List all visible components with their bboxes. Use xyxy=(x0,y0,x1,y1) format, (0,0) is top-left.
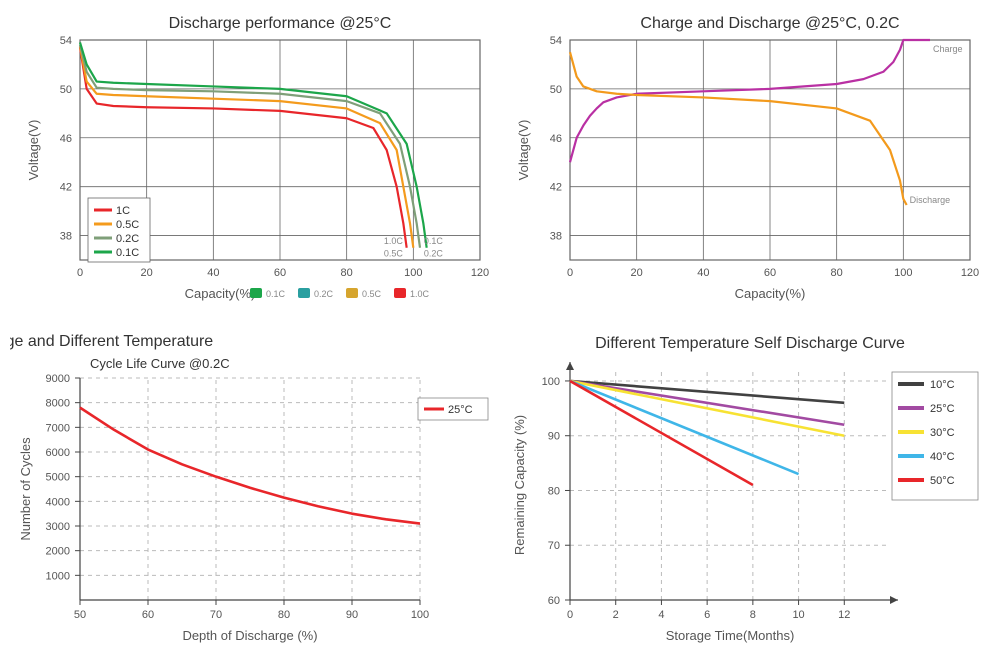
svg-text:1C: 1C xyxy=(116,205,130,217)
svg-text:10°C: 10°C xyxy=(930,379,955,391)
svg-text:100: 100 xyxy=(894,267,912,279)
svg-text:0.1C: 0.1C xyxy=(424,236,444,246)
svg-text:60: 60 xyxy=(548,595,560,607)
svg-text:70: 70 xyxy=(548,540,560,552)
svg-text:Number of Cycles: Number of Cycles xyxy=(18,437,33,541)
svg-text:120: 120 xyxy=(961,267,979,279)
svg-text:Different DOD Discharge and Di: Different DOD Discharge and Different Te… xyxy=(10,333,213,350)
svg-text:50°C: 50°C xyxy=(930,475,955,487)
svg-text:Discharge: Discharge xyxy=(910,195,951,205)
svg-text:8000: 8000 xyxy=(46,398,70,410)
svg-text:0.2C: 0.2C xyxy=(314,289,334,299)
svg-text:7000: 7000 xyxy=(46,422,70,434)
svg-text:50: 50 xyxy=(74,609,86,621)
svg-text:80: 80 xyxy=(831,267,843,279)
svg-text:0.5C: 0.5C xyxy=(116,219,139,231)
svg-text:25°C: 25°C xyxy=(448,404,473,416)
svg-text:Voltage(V): Voltage(V) xyxy=(516,120,531,181)
svg-text:50: 50 xyxy=(60,84,72,96)
svg-text:3000: 3000 xyxy=(46,521,70,533)
svg-text:60: 60 xyxy=(274,267,286,279)
svg-text:5000: 5000 xyxy=(46,472,70,484)
svg-text:30°C: 30°C xyxy=(930,427,955,439)
svg-text:Remaining Capacity (%): Remaining Capacity (%) xyxy=(512,415,527,555)
svg-text:38: 38 xyxy=(60,231,72,243)
svg-text:9000: 9000 xyxy=(46,373,70,385)
charts-grid: 02040608010012038424650541C0.5C0.2C0.1C1… xyxy=(10,10,990,650)
svg-text:Discharge performance @25°C: Discharge performance @25°C xyxy=(169,15,392,32)
svg-text:0: 0 xyxy=(567,609,573,621)
svg-text:2: 2 xyxy=(613,609,619,621)
svg-text:90: 90 xyxy=(346,609,358,621)
svg-text:40°C: 40°C xyxy=(930,451,955,463)
panel-discharge-performance: 0 20 40 60 80 100 120 38 42 46 50 54 1C 0.5C 0.2C 0.1C 1… xyxy=(10,10,500,330)
svg-text:Charge and Discharge @25°C, 0.: Charge and Discharge @25°C, 0.2C xyxy=(640,15,899,32)
svg-text:50: 50 xyxy=(550,84,562,96)
svg-text:25°C: 25°C xyxy=(930,403,955,415)
svg-text:Charge: Charge xyxy=(933,44,963,54)
svg-text:6: 6 xyxy=(704,609,710,621)
svg-text:20: 20 xyxy=(631,267,643,279)
panel-cycle-life: 50 60 70 80 90 100 1000 2000 3000 4000 5000 6000 700… xyxy=(10,330,500,650)
svg-text:20: 20 xyxy=(141,267,153,279)
svg-text:40: 40 xyxy=(207,267,219,279)
svg-text:0.5C: 0.5C xyxy=(362,289,382,299)
svg-text:Voltage(V): Voltage(V) xyxy=(26,120,41,181)
svg-text:0.5C: 0.5C xyxy=(384,248,404,258)
svg-text:46: 46 xyxy=(550,133,562,145)
svg-text:100: 100 xyxy=(542,376,560,388)
svg-text:120: 120 xyxy=(471,267,489,279)
svg-text:1.0C: 1.0C xyxy=(384,236,404,246)
svg-text:80: 80 xyxy=(548,485,560,497)
svg-text:Capacity(%): Capacity(%) xyxy=(735,286,806,301)
svg-text:0.2C: 0.2C xyxy=(116,233,139,245)
svg-text:8: 8 xyxy=(750,609,756,621)
svg-text:1.0C: 1.0C xyxy=(410,289,430,299)
svg-text:80: 80 xyxy=(278,609,290,621)
svg-text:42: 42 xyxy=(60,182,72,194)
svg-text:0.1C: 0.1C xyxy=(266,289,286,299)
svg-text:1000: 1000 xyxy=(46,570,70,582)
svg-text:0: 0 xyxy=(567,267,573,279)
svg-text:54: 54 xyxy=(60,35,72,47)
svg-text:10: 10 xyxy=(792,609,804,621)
svg-text:Cycle Life Curve @0.2C: Cycle Life Curve @0.2C xyxy=(90,356,230,371)
svg-text:60: 60 xyxy=(764,267,776,279)
svg-text:4000: 4000 xyxy=(46,496,70,508)
svg-text:Depth of Discharge (%): Depth of Discharge (%) xyxy=(182,628,317,643)
svg-text:0: 0 xyxy=(77,267,83,279)
svg-text:100: 100 xyxy=(404,267,422,279)
svg-text:46: 46 xyxy=(60,133,72,145)
svg-text:4: 4 xyxy=(658,609,664,621)
svg-text:90: 90 xyxy=(548,431,560,443)
svg-text:Different Temperature Self Dis: Different Temperature Self Discharge Cur… xyxy=(595,335,905,352)
svg-text:12: 12 xyxy=(838,609,850,621)
svg-text:100: 100 xyxy=(411,609,429,621)
svg-text:80: 80 xyxy=(341,267,353,279)
panel-charge-discharge: 0 20 40 60 80 100 120 38 42 46 50 54 Charge Discharge… xyxy=(500,10,990,330)
svg-text:38: 38 xyxy=(550,231,562,243)
svg-text:60: 60 xyxy=(142,609,154,621)
svg-text:Storage Time(Months): Storage Time(Months) xyxy=(666,628,795,643)
svg-text:42: 42 xyxy=(550,182,562,194)
svg-text:40: 40 xyxy=(697,267,709,279)
svg-text:0.1C: 0.1C xyxy=(116,247,139,259)
svg-text:6000: 6000 xyxy=(46,447,70,459)
svg-text:0.2C: 0.2C xyxy=(424,248,444,258)
svg-text:Capacity(%): Capacity(%) xyxy=(185,286,256,301)
svg-text:2000: 2000 xyxy=(46,546,70,558)
svg-text:54: 54 xyxy=(550,35,562,47)
svg-text:70: 70 xyxy=(210,609,222,621)
panel-self-discharge: 0 2 4 6 8 10 12 60 70 80 90 100 10°C 25°C 30°C 40°C 50°C… xyxy=(500,330,990,650)
